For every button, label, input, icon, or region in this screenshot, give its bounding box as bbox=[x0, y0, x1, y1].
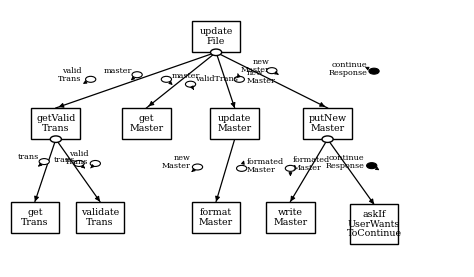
Text: validTrans: validTrans bbox=[195, 75, 238, 83]
Text: formated
Master: formated Master bbox=[293, 156, 330, 172]
Circle shape bbox=[74, 160, 84, 166]
FancyBboxPatch shape bbox=[75, 202, 124, 233]
Circle shape bbox=[161, 76, 172, 82]
Text: formated
Master: formated Master bbox=[246, 158, 283, 174]
Circle shape bbox=[322, 136, 333, 142]
Circle shape bbox=[185, 81, 196, 87]
FancyBboxPatch shape bbox=[266, 202, 315, 233]
Circle shape bbox=[86, 76, 96, 82]
FancyBboxPatch shape bbox=[210, 108, 259, 139]
Text: update
Master: update Master bbox=[218, 114, 252, 133]
FancyBboxPatch shape bbox=[31, 108, 80, 139]
Circle shape bbox=[234, 76, 245, 82]
FancyBboxPatch shape bbox=[191, 21, 240, 52]
Circle shape bbox=[369, 68, 379, 74]
Text: trans: trans bbox=[54, 156, 75, 164]
Circle shape bbox=[39, 159, 49, 165]
Text: getValid
Trans: getValid Trans bbox=[36, 114, 75, 133]
Circle shape bbox=[50, 136, 62, 142]
Text: get
Master: get Master bbox=[129, 114, 164, 133]
Text: new
Master: new Master bbox=[246, 69, 275, 84]
Text: trans: trans bbox=[18, 153, 39, 161]
Text: new
Master: new Master bbox=[162, 154, 191, 170]
Circle shape bbox=[366, 163, 377, 169]
Circle shape bbox=[237, 165, 247, 171]
Text: validate
Trans: validate Trans bbox=[81, 208, 119, 227]
Text: new
Master: new Master bbox=[241, 58, 270, 74]
Text: master: master bbox=[172, 71, 201, 79]
Circle shape bbox=[267, 68, 277, 74]
FancyBboxPatch shape bbox=[350, 204, 399, 244]
Circle shape bbox=[210, 49, 222, 56]
Text: putNew
Master: putNew Master bbox=[309, 114, 346, 133]
Circle shape bbox=[285, 165, 295, 171]
Text: continue
Response: continue Response bbox=[326, 154, 365, 170]
Circle shape bbox=[192, 164, 202, 170]
FancyBboxPatch shape bbox=[303, 108, 352, 139]
FancyBboxPatch shape bbox=[122, 108, 171, 139]
FancyBboxPatch shape bbox=[10, 202, 59, 233]
Text: master: master bbox=[104, 67, 132, 75]
Text: write
Master: write Master bbox=[273, 208, 308, 227]
Text: format
Master: format Master bbox=[199, 208, 233, 227]
Text: valid
Trans: valid Trans bbox=[58, 67, 82, 83]
Text: valid
Trans: valid Trans bbox=[65, 150, 88, 166]
Text: continue
Response: continue Response bbox=[328, 61, 367, 77]
Text: get
Trans: get Trans bbox=[21, 208, 49, 227]
Circle shape bbox=[90, 160, 100, 166]
Text: update
File: update File bbox=[200, 27, 233, 46]
Circle shape bbox=[132, 72, 142, 78]
FancyBboxPatch shape bbox=[191, 202, 240, 233]
Text: askIf
UserWants
ToContinue: askIf UserWants ToContinue bbox=[346, 210, 401, 238]
